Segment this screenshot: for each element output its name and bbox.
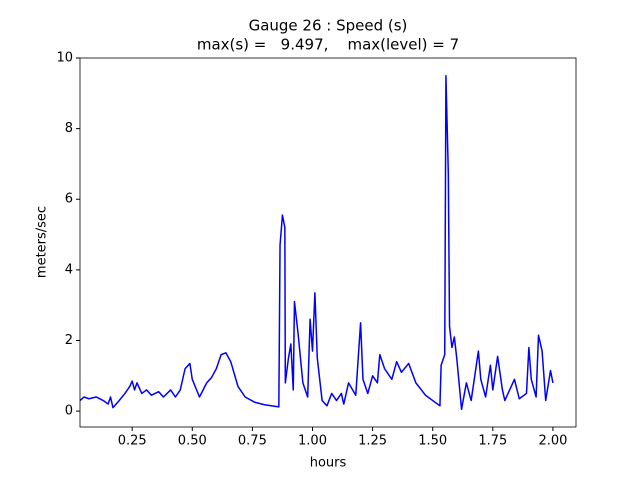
y-tick-label: 8 bbox=[65, 121, 73, 136]
y-axis-label: meters/sec bbox=[35, 206, 50, 278]
x-axis-label: hours bbox=[310, 456, 347, 471]
x-tick-label: 1.75 bbox=[478, 434, 507, 449]
y-tick-label: 6 bbox=[65, 192, 73, 207]
y-tick-label: 0 bbox=[65, 404, 73, 419]
x-tick-label: 1.50 bbox=[418, 434, 447, 449]
y-tick-label: 4 bbox=[65, 262, 73, 277]
y-tick-label: 10 bbox=[56, 51, 73, 66]
chart-subtitle: max(s) = 9.497, max(level) = 7 bbox=[197, 36, 459, 54]
x-tick-label: 2.00 bbox=[538, 434, 567, 449]
chart-title: Gauge 26 : Speed (s) bbox=[249, 17, 408, 35]
y-tick-label: 2 bbox=[65, 333, 73, 348]
x-tick-label: 0.50 bbox=[178, 434, 207, 449]
x-tick-label: 0.75 bbox=[238, 434, 267, 449]
plot-frame bbox=[79, 57, 577, 428]
x-tick-label: 1.00 bbox=[298, 434, 327, 449]
x-tick-label: 1.25 bbox=[358, 434, 387, 449]
speed-line bbox=[79, 75, 554, 411]
x-tick-label: 0.25 bbox=[118, 434, 147, 449]
